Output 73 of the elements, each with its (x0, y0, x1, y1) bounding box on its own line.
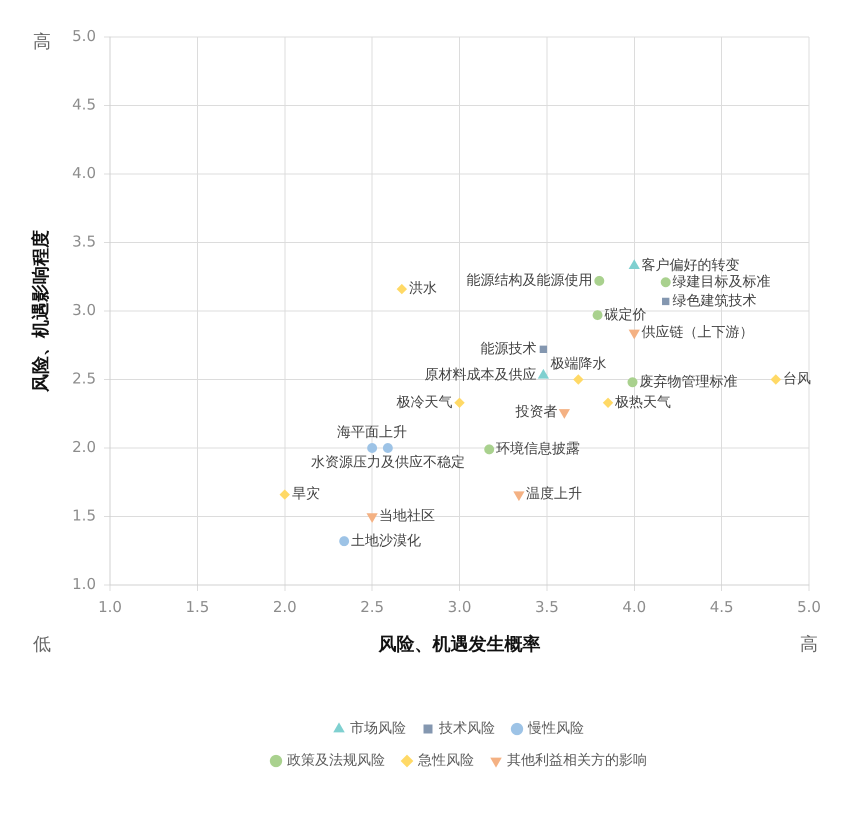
point (770, 374, 781, 384)
annotation: 台风 (782, 371, 811, 388)
y-axis-title: 风险、机遇影响程度 (30, 230, 52, 393)
point (280, 490, 290, 500)
y-tick-label: 1.0 (72, 574, 96, 593)
point (660, 277, 671, 288)
annotation: 极热天气 (614, 394, 672, 410)
legend-label: 其他利益相关方的影响 (507, 752, 647, 769)
x-tick-label: 5.0 (797, 598, 821, 616)
annotation: 水资源压力及供应不稳定 (310, 454, 465, 471)
text: 高 (32, 32, 51, 53)
annotation: 温度上升 (526, 486, 582, 502)
point (396, 284, 407, 294)
annotation: 环境信息披露 (496, 441, 580, 458)
point (628, 377, 638, 388)
point (514, 491, 524, 501)
x-tick-label: 1.5 (185, 598, 210, 616)
legend-label: 慢性风险 (527, 720, 584, 737)
annotation: 能源技术 (480, 341, 536, 357)
x-tick-label: 3.0 (448, 598, 472, 616)
annotation: 海平面上升 (337, 424, 408, 441)
point (628, 260, 640, 270)
y-tick-label: 4.0 (72, 164, 96, 182)
annotation: 旱灾 (292, 486, 320, 502)
annotation: 原材料成本及供应 (424, 367, 536, 384)
point (573, 374, 584, 384)
text: 高 (800, 634, 818, 655)
point (367, 443, 378, 453)
annotation: 投资者 (514, 404, 558, 420)
x-tick-label: 4.0 (622, 598, 646, 616)
annotation: 当地社区 (379, 508, 436, 524)
point (592, 310, 603, 320)
annotation: 供应链（上下游） (641, 324, 754, 341)
x-tick-label: 3.5 (534, 598, 559, 616)
point (628, 330, 640, 339)
legend-label: 急性风险 (417, 752, 474, 769)
text: 低 (32, 634, 51, 655)
annotation: 客户偏好的转变 (641, 257, 740, 274)
annotation: 土地沙漠化 (351, 532, 422, 549)
point (366, 513, 378, 522)
point (603, 398, 614, 408)
legend-label: 技术风险 (438, 720, 495, 737)
legend-label: 政策及法规风险 (287, 752, 385, 769)
legend-label: 市场风险 (350, 720, 406, 737)
y-tick-label: 2.0 (72, 438, 96, 456)
annotation: 废弃物管理标准 (640, 374, 738, 390)
y-tick-label: 2.5 (72, 369, 96, 388)
x-tick-label: 2.5 (360, 598, 384, 616)
y-tick-label: 3.0 (72, 300, 96, 319)
point (382, 443, 393, 453)
x-tick-label: 2.0 (272, 598, 297, 616)
annotation: 能源结构及能源使用 (466, 272, 592, 288)
x-tick-label: 4.5 (710, 598, 734, 616)
x-tick-label: 1.0 (98, 598, 122, 616)
point (594, 276, 604, 286)
point (662, 298, 670, 306)
annotation: 极端降水 (549, 356, 606, 372)
annotation: 绿色建筑技术 (672, 293, 757, 310)
y-tick-label: 5.0 (72, 26, 96, 45)
point (339, 536, 350, 546)
y-tick-label: 3.5 (72, 232, 96, 250)
point (540, 346, 548, 354)
annotation: 碳定价 (604, 306, 647, 323)
x-axis-title: 风险、机遇发生概率 (378, 634, 540, 655)
point (454, 398, 464, 408)
y-tick-label: 4.5 (72, 95, 96, 114)
y-tick-label: 1.5 (72, 506, 96, 524)
annotation: 极冷天气 (396, 394, 452, 410)
annotation: 绿建目标及标准 (672, 274, 771, 290)
annotation: 洪水 (408, 280, 437, 297)
point (559, 409, 570, 418)
point (538, 369, 549, 379)
point (484, 444, 494, 454)
